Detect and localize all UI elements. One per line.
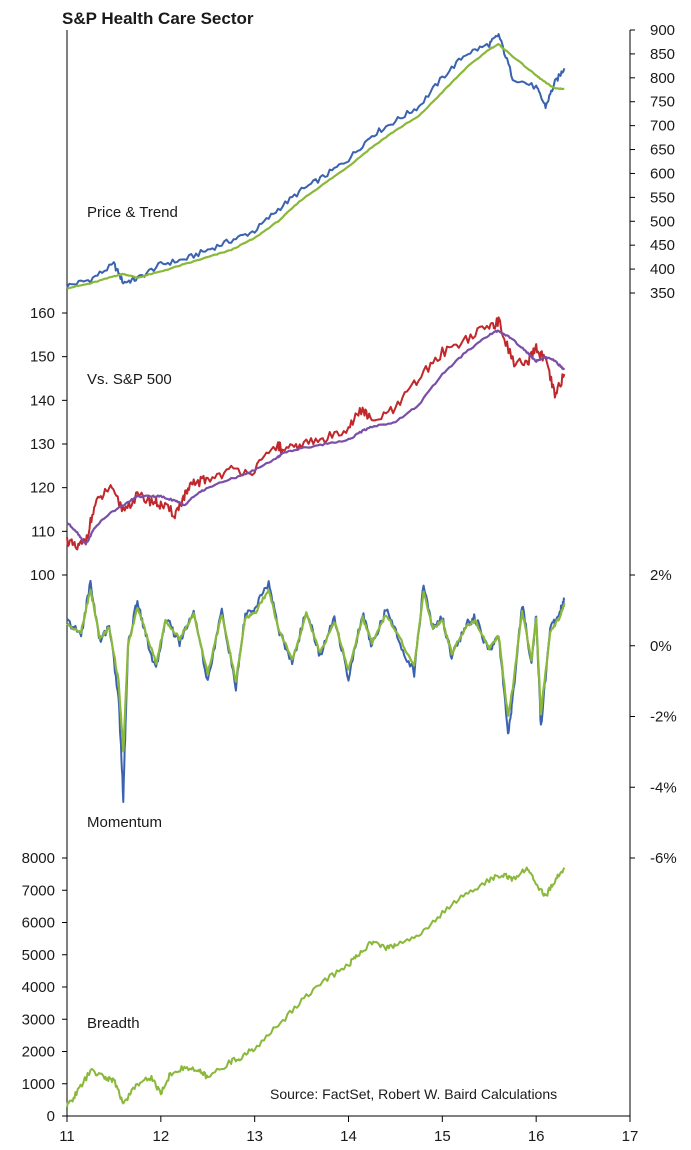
y-tick-label: 400 bbox=[650, 261, 675, 278]
y-tick-label: 0 bbox=[47, 1108, 55, 1125]
panel-label: Momentum bbox=[87, 814, 162, 831]
x-tick-label: 13 bbox=[246, 1128, 263, 1145]
y-tick-label: 2000 bbox=[22, 1044, 55, 1061]
source-note: Source: FactSet, Robert W. Baird Calcula… bbox=[270, 1086, 557, 1102]
y-tick-label: 750 bbox=[650, 94, 675, 111]
y-tick-label: 150 bbox=[30, 349, 55, 366]
y-tick-label: 800 bbox=[650, 70, 675, 87]
y-tick-label: 110 bbox=[31, 523, 55, 540]
y-tick-label: 850 bbox=[650, 46, 675, 63]
series-line-1-1 bbox=[66, 329, 566, 546]
y-tick-label: 1000 bbox=[22, 1076, 55, 1093]
y-tick-label: 120 bbox=[30, 480, 55, 497]
y-tick-label: 650 bbox=[650, 142, 675, 159]
y-tick-label: 7000 bbox=[22, 882, 55, 899]
series-line-3-0 bbox=[66, 866, 566, 1108]
series-line-1-0 bbox=[66, 316, 566, 551]
y-tick-label: 700 bbox=[650, 118, 675, 135]
y-tick-label: 4000 bbox=[22, 979, 55, 996]
y-tick-label: -2% bbox=[650, 709, 677, 726]
y-tick-label: -4% bbox=[650, 779, 677, 796]
x-tick-label: 11 bbox=[59, 1128, 75, 1145]
y-tick-label: 100 bbox=[30, 567, 55, 584]
series-layer bbox=[66, 33, 566, 1108]
x-tick-label: 17 bbox=[622, 1128, 639, 1145]
y-tick-label: 2% bbox=[650, 567, 672, 584]
series-line-0-1 bbox=[66, 43, 565, 290]
y-tick-label: 350 bbox=[650, 285, 675, 302]
series-line-0-0 bbox=[66, 33, 566, 289]
series-line-2-1 bbox=[66, 588, 566, 753]
panel-label: Breadth bbox=[87, 1015, 140, 1032]
y-tick-label: 8000 bbox=[22, 850, 55, 867]
y-tick-label: 500 bbox=[650, 213, 675, 230]
x-tick-label: 15 bbox=[434, 1128, 451, 1145]
y-tick-label: 450 bbox=[650, 237, 675, 254]
axes-layer bbox=[62, 29, 635, 1122]
y-tick-label: 0% bbox=[650, 638, 672, 655]
y-tick-label: 160 bbox=[30, 305, 55, 322]
y-tick-label: 600 bbox=[650, 165, 675, 182]
series-line-2-0 bbox=[66, 579, 566, 803]
y-tick-label: 140 bbox=[30, 392, 55, 409]
x-tick-label: 16 bbox=[528, 1128, 545, 1145]
y-tick-label: 130 bbox=[30, 436, 55, 453]
labels-layer: 11 12 13 14 15 16 17 350 400 450 500 550 600 650 700 75… bbox=[22, 22, 677, 1145]
y-tick-label: 900 bbox=[650, 22, 675, 39]
y-tick-label: 3000 bbox=[22, 1011, 55, 1028]
y-tick-label: -6% bbox=[650, 850, 677, 867]
y-tick-label: 5000 bbox=[22, 947, 55, 964]
panel-label: Price & Trend bbox=[87, 204, 178, 221]
y-tick-label: 550 bbox=[650, 189, 675, 206]
x-tick-label: 14 bbox=[340, 1128, 357, 1145]
panel-label: Vs. S&P 500 bbox=[87, 371, 172, 388]
x-tick-label: 12 bbox=[152, 1128, 169, 1145]
chart-title: S&P Health Care Sector bbox=[62, 9, 254, 28]
y-tick-label: 6000 bbox=[22, 915, 55, 932]
